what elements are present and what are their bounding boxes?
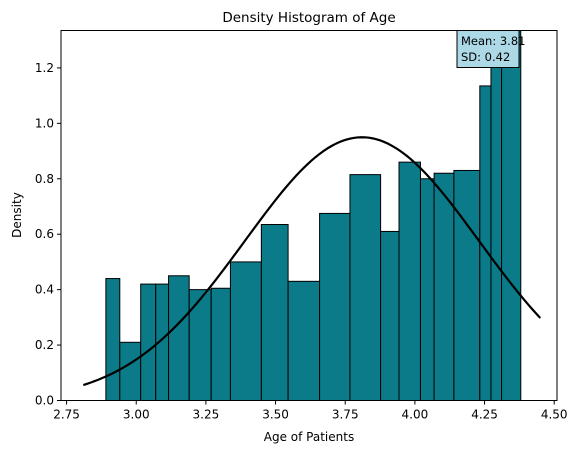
y-tick-label: 1.0 — [35, 116, 54, 130]
histogram-bar-6 — [188, 289, 212, 401]
y-axis-ticks: 0.0 0.2 0.4 0.6 0.8 1.0 1.2 — [35, 61, 61, 408]
y-tick-label: 0.6 — [35, 227, 54, 241]
x-tick-label: 2.75 — [53, 408, 80, 422]
histogram-bar-14 — [398, 161, 421, 401]
histogram-bar-16 — [433, 172, 455, 401]
y-tick-label: 0.0 — [35, 394, 54, 408]
normal-curve-line — [82, 136, 542, 387]
y-tick-label: 1.2 — [35, 61, 54, 75]
y-tick-label: 0.2 — [35, 338, 54, 352]
stats-sd-text: SD: 0.42 — [461, 50, 510, 64]
histogram-bar-5 — [168, 275, 190, 401]
stats-annotation-box — [456, 30, 520, 68]
y-axis-label: Density — [10, 192, 24, 238]
x-axis-ticks: 2.75 3.00 3.25 3.50 3.75 4.00 4.25 4.50 — [53, 400, 568, 422]
x-tick-label: 4.25 — [471, 408, 498, 422]
y-tick-label: 0.8 — [35, 172, 54, 186]
histogram-bar-12 — [349, 174, 382, 401]
x-tick-label: 4.00 — [402, 408, 429, 422]
histogram-bar-17 — [453, 169, 481, 401]
histogram-bar-10 — [287, 280, 321, 402]
histogram-bar-1 — [105, 278, 121, 401]
histogram-bar-19 — [490, 30, 503, 401]
y-tick-label: 0.4 — [35, 283, 54, 297]
histogram-bar-2 — [119, 341, 142, 402]
histogram-bar-7 — [210, 287, 231, 401]
histogram-bars — [105, 30, 522, 402]
stats-mean-text: Mean: 3.81 — [461, 34, 525, 48]
x-tick-label: 3.50 — [262, 408, 289, 422]
histogram-bar-20 — [501, 30, 522, 401]
chart-title: Density Histogram of Age — [222, 10, 395, 26]
x-tick-label: 4.50 — [541, 408, 568, 422]
histogram-bar-3 — [140, 283, 157, 402]
x-tick-label: 3.75 — [332, 408, 359, 422]
stats-annotation: Mean: 3.81 SD: 0.42 — [456, 30, 525, 68]
x-tick-label: 3.25 — [193, 408, 220, 422]
histogram-bar-8 — [229, 261, 262, 401]
plot-frame — [60, 30, 558, 401]
histogram-bar-13 — [380, 230, 400, 401]
normal-curve-layer — [82, 136, 542, 387]
histogram-bar-15 — [419, 178, 435, 401]
x-tick-label: 3.00 — [123, 408, 150, 422]
histogram-bar-11 — [319, 212, 351, 401]
histogram-bar-9 — [260, 224, 289, 401]
x-axis-label: Age of Patients — [264, 430, 354, 444]
